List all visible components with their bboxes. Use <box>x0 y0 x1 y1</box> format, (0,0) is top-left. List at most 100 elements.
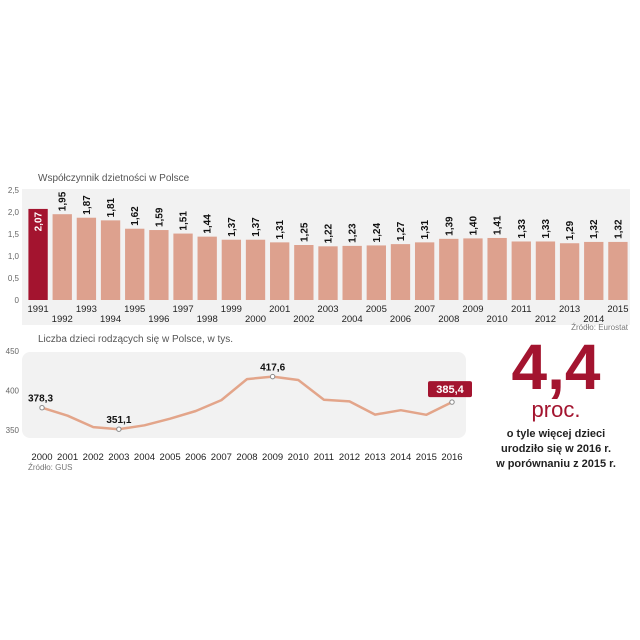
bar-x-tick-label: 2001 <box>269 304 290 315</box>
bar-value-label: 1,87 <box>82 195 93 215</box>
bar-x-tick-label: 2010 <box>487 314 508 325</box>
callout-line-2: urodziło się w 2016 r. <box>501 443 611 455</box>
bar-1999 <box>221 239 242 300</box>
bar-value-label: 1,23 <box>348 223 359 243</box>
bar-value-label: 1,25 <box>299 222 310 242</box>
line-x-tick-label: 2008 <box>236 452 257 463</box>
line-chart-points: 378,3 351,1 417,6 385,4 <box>28 363 472 432</box>
bar-2013 <box>559 243 580 300</box>
line-x-tick-label: 2016 <box>441 452 462 463</box>
bar-value-label: 1,44 <box>203 214 214 234</box>
line-chart-y-axis: 350 400 450 <box>6 347 20 435</box>
bar-1995 <box>125 228 145 300</box>
bar-1998 <box>197 236 217 300</box>
bar-chart-value-labels: 2,07 1,95 1,87 1,81 1,62 1,59 1,51 1,44 1,37 1,37… <box>34 191 625 243</box>
bar-2011 <box>511 241 531 300</box>
line-chart-title: Liczba dzieci rodzących się w Polsce, w … <box>38 334 233 345</box>
line-x-tick-label: 2010 <box>288 452 309 463</box>
bar-2015 <box>608 241 628 300</box>
line-x-tick-label: 2007 <box>211 452 232 463</box>
bar-x-tick-label: 1992 <box>52 314 73 325</box>
bar-chart-bars <box>28 208 628 300</box>
bar-chart-source: Źródło: Eurostat <box>571 323 629 332</box>
bar-x-tick-label: 2006 <box>390 314 411 325</box>
bar-2002 <box>294 245 314 300</box>
line-highlight-badge <box>428 381 472 398</box>
bar-x-tick-label: 2008 <box>438 314 459 325</box>
bar-value-label: 1,62 <box>130 206 141 226</box>
line-x-tick-label: 2002 <box>83 452 104 463</box>
bar-x-tick-label: 2015 <box>607 304 628 315</box>
bar-x-tick-label: 2005 <box>366 304 387 315</box>
bar-value-label: 1,29 <box>565 220 576 240</box>
line-point-label: 351,1 <box>106 415 131 426</box>
bar-chart-y-axis: 0 0,5 1,0 1,5 2,0 2,5 <box>8 186 20 305</box>
bar-value-label: 1,41 <box>493 215 504 235</box>
line-point-label: 385,4 <box>436 384 464 396</box>
bar-1993 <box>76 217 97 300</box>
line-x-tick-label: 2011 <box>314 452 334 463</box>
bar-y-tick-label: 1,0 <box>8 252 20 261</box>
bar-2003 <box>318 246 338 300</box>
bar-chart-title: Współczynnik dzietności w Polsce <box>38 173 190 184</box>
bar-x-tick-label: 2003 <box>317 304 338 315</box>
bar-1991 <box>28 208 48 300</box>
bar-2006 <box>390 244 411 300</box>
bar-x-tick-label: 1993 <box>76 304 97 315</box>
line-point-label: 417,6 <box>260 363 285 374</box>
bar-value-label: 1,31 <box>275 219 286 239</box>
bar-y-tick-label: 1,5 <box>8 230 20 239</box>
bar-y-tick-label: 2,5 <box>8 186 20 195</box>
bar-value-label: 1,59 <box>154 207 165 227</box>
bar-y-tick-label: 2,0 <box>8 208 20 217</box>
bar-x-tick-label: 2014 <box>583 314 604 325</box>
bar-1996 <box>149 230 169 300</box>
bar-x-tick-label: 1997 <box>172 304 193 315</box>
bar-value-label: 1,51 <box>179 211 190 231</box>
bar-2005 <box>366 245 386 300</box>
bar-2014 <box>584 241 604 300</box>
bar-x-tick-label: 1998 <box>197 314 218 325</box>
bar-x-tick-label: 2009 <box>462 304 483 315</box>
line-y-tick-label: 400 <box>6 387 20 396</box>
bar-y-tick-label: 0 <box>15 296 20 305</box>
line-x-tick-label: 2003 <box>108 452 129 463</box>
bar-value-label: 1,31 <box>420 219 431 239</box>
bar-value-label: 1,33 <box>517 219 528 239</box>
line-point-marker <box>39 405 45 411</box>
bar-x-tick-label: 1994 <box>100 314 121 325</box>
line-x-tick-label: 2004 <box>134 452 155 463</box>
bar-x-tick-label: 1995 <box>124 304 145 315</box>
bar-x-tick-label: 1996 <box>148 314 169 325</box>
bar-2007 <box>414 242 435 300</box>
callout-line-1: o tyle więcej dzieci <box>507 428 605 440</box>
bar-value-label: 1,27 <box>396 221 407 241</box>
bar-value-label: 1,37 <box>251 217 262 237</box>
line-y-tick-label: 350 <box>6 426 20 435</box>
bar-2010 <box>487 237 507 300</box>
line-y-tick-label: 450 <box>6 347 20 356</box>
bar-value-label: 1,37 <box>227 217 238 237</box>
line-x-tick-label: 2006 <box>185 452 206 463</box>
callout-unit: proc. <box>532 397 581 422</box>
line-x-tick-label: 2012 <box>339 452 360 463</box>
bar-value-label: 1,95 <box>58 191 69 211</box>
line-x-tick-label: 2013 <box>365 452 386 463</box>
bar-1992 <box>52 214 72 300</box>
bar-x-tick-label: 1999 <box>221 304 242 315</box>
line-chart-source: Źródło: GUS <box>28 463 72 472</box>
bar-value-label: 1,32 <box>613 219 624 239</box>
bar-2012 <box>535 241 556 300</box>
bar-1994 <box>100 220 121 300</box>
callout-value: 4,4 <box>512 331 601 403</box>
bar-y-tick-label: 0,5 <box>8 274 20 283</box>
bar-x-tick-label: 2007 <box>414 304 435 315</box>
bar-x-tick-label: 2012 <box>535 314 556 325</box>
line-x-tick-label: 2009 <box>262 452 283 463</box>
bar-x-tick-label: 2002 <box>293 314 314 325</box>
line-x-tick-label: 2015 <box>416 452 437 463</box>
line-chart-series <box>41 375 453 431</box>
bar-x-tick-label: 1991 <box>28 304 49 315</box>
